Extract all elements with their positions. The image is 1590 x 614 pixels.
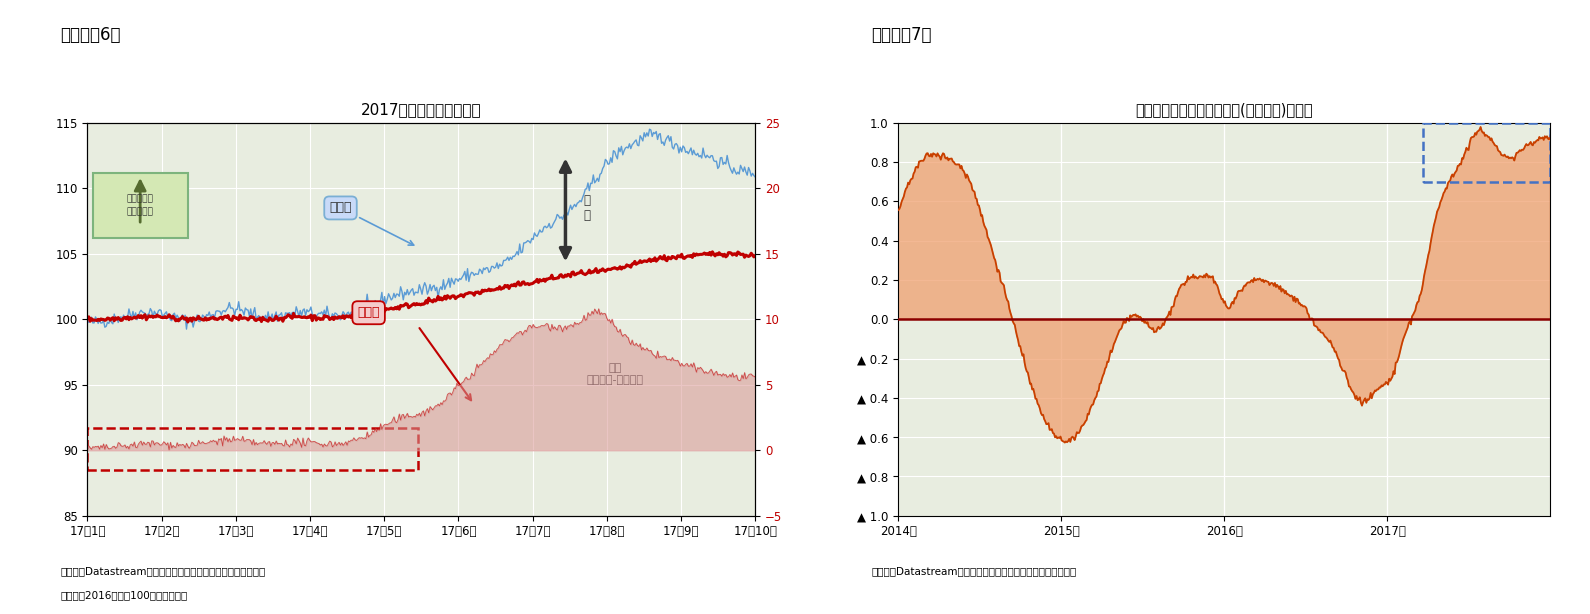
Text: （図表－6）: （図表－6） bbox=[60, 26, 121, 44]
Text: （注）　2016年末＝100として指数化: （注） 2016年末＝100として指数化 bbox=[60, 591, 188, 600]
Title: 人民元とユーロの相関係数(過去１年)の推移: 人民元とユーロの相関係数(過去１年)の推移 bbox=[1135, 103, 1313, 117]
Text: （図表－7）: （図表－7） bbox=[871, 26, 932, 44]
Text: 差異
（ユーロ-人民元）: 差異 （ユーロ-人民元） bbox=[587, 363, 644, 385]
Title: 2017年のユーロと人民元: 2017年のユーロと人民元 bbox=[361, 103, 482, 117]
Text: （資料）Datastreamのデータを元にニッセイ基礎研究所で作成: （資料）Datastreamのデータを元にニッセイ基礎研究所で作成 bbox=[60, 566, 266, 576]
FancyBboxPatch shape bbox=[94, 173, 188, 238]
Bar bbox=[1423, 123, 1550, 182]
Text: ユーロ: ユーロ bbox=[329, 201, 413, 245]
Bar bbox=[87, 428, 418, 470]
Text: 乖
離: 乖 離 bbox=[584, 194, 590, 222]
Text: 自国通貨高
（ドル安）: 自国通貨高 （ドル安） bbox=[127, 195, 154, 216]
Text: 人民元: 人民元 bbox=[358, 306, 380, 319]
Text: （資料）Datastreamのデータを元にニッセイ基礎研究所で作成: （資料）Datastreamのデータを元にニッセイ基礎研究所で作成 bbox=[871, 566, 1076, 576]
